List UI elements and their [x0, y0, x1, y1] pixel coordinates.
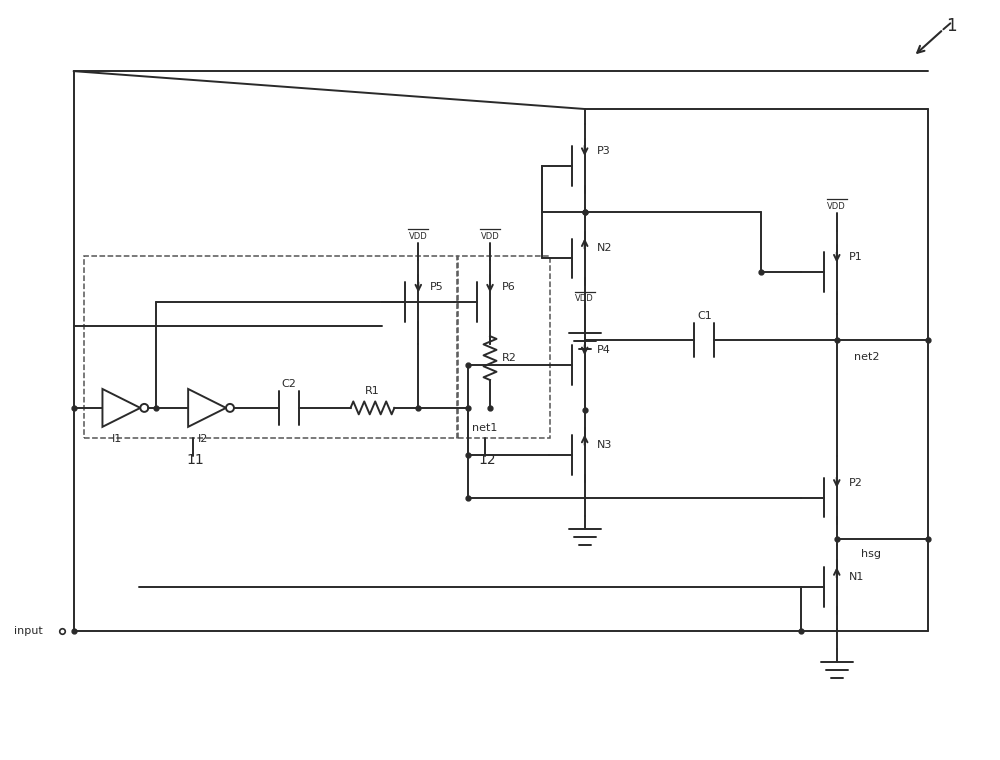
Text: net2: net2 [854, 352, 879, 362]
Text: R1: R1 [365, 386, 380, 396]
Text: 1: 1 [946, 17, 957, 35]
Text: net1: net1 [472, 423, 497, 433]
Text: R2: R2 [502, 353, 517, 363]
Text: 12: 12 [478, 453, 496, 467]
Text: P4: P4 [597, 345, 611, 355]
Text: N3: N3 [597, 440, 612, 450]
Text: hsg: hsg [861, 549, 881, 559]
Text: 11: 11 [186, 453, 204, 467]
Text: C2: C2 [281, 379, 296, 389]
Text: input: input [14, 626, 43, 636]
Text: I2: I2 [198, 434, 208, 444]
Bar [458, 256, 550, 438]
Text: VDD: VDD [409, 232, 428, 240]
Text: C1: C1 [697, 312, 712, 321]
Text: N1: N1 [849, 572, 864, 582]
Bar [84, 256, 457, 438]
Text: VDD: VDD [575, 294, 594, 303]
Text: P5: P5 [430, 282, 444, 293]
Text: VDD: VDD [481, 232, 499, 240]
Text: I1: I1 [112, 434, 123, 444]
Text: N2: N2 [597, 243, 612, 254]
Text: P6: P6 [502, 282, 516, 293]
Text: P2: P2 [849, 477, 863, 488]
Text: VDD: VDD [827, 201, 846, 211]
Text: P3: P3 [597, 146, 610, 156]
Text: P1: P1 [849, 252, 862, 262]
